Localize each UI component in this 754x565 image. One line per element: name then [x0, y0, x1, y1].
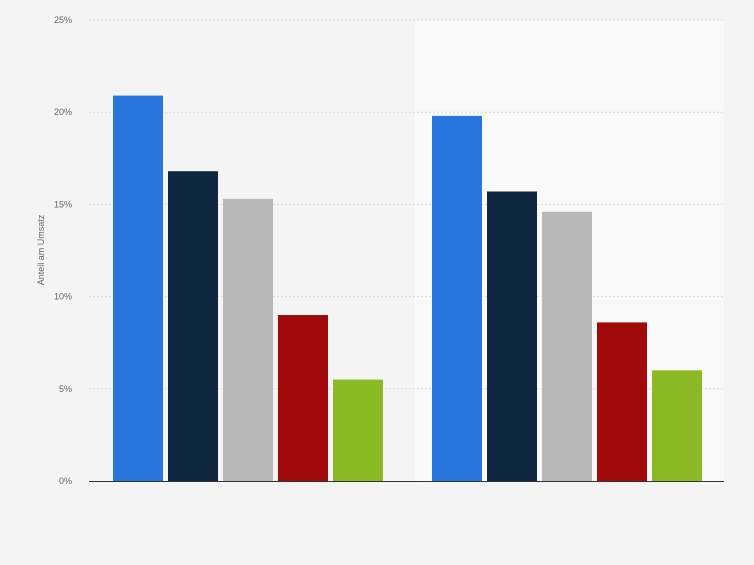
y-tick-label: 10% — [54, 292, 72, 302]
bar — [597, 322, 647, 481]
bar — [223, 198, 273, 482]
bar — [542, 211, 592, 481]
y-tick-label: 25% — [54, 15, 72, 25]
bar — [652, 370, 702, 481]
bar — [113, 95, 163, 481]
y-axis-label: Anteil am Umsatz — [36, 214, 46, 285]
y-tick-label: 5% — [59, 384, 72, 394]
y-tick-label: 20% — [54, 107, 72, 117]
bars — [113, 95, 702, 482]
y-tick-label: 0% — [59, 476, 72, 486]
bar — [432, 115, 482, 481]
bar — [168, 171, 218, 481]
y-tick-label: 15% — [54, 199, 72, 209]
bar — [487, 191, 537, 481]
bar — [278, 315, 328, 481]
bar — [333, 379, 383, 481]
